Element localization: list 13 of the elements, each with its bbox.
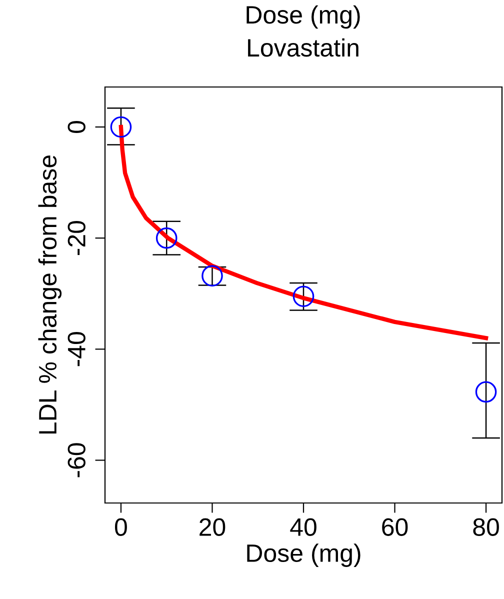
x-tick-label: 80 [473,518,499,536]
x-tick-label: 60 [382,518,408,536]
y-tick-label: -40 [68,332,86,366]
y-tick-label: 0 [68,121,86,133]
x-tick-label: 40 [290,518,316,536]
x-axis-title: Dose (mg) [247,544,360,567]
y-tick-label: -20 [68,220,86,256]
chart-title: Dose (mg) [246,5,360,29]
chart-subtitle: Lovastatin [248,38,358,57]
x-tick-label: 20 [200,518,226,536]
x-tick-label: 0 [114,518,127,536]
y-axis-title: LDL % change from base [38,156,62,434]
y-tick-label: -60 [68,443,86,478]
